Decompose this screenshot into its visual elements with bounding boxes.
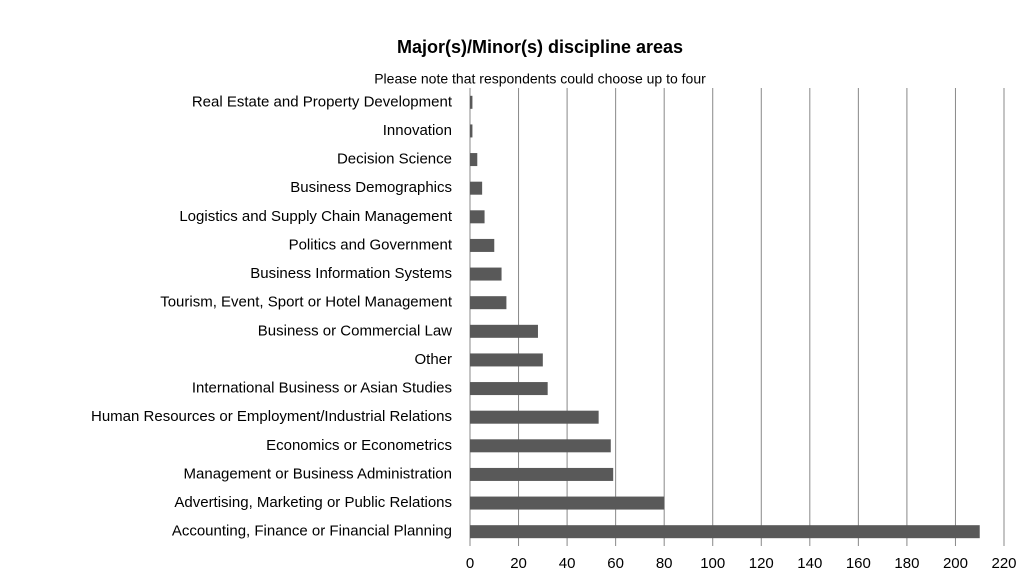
y-tick-label: Accounting, Finance or Financial Plannin… [172, 523, 452, 540]
y-tick-label: Innovation [383, 122, 452, 139]
x-tick-label: 100 [700, 555, 725, 572]
chart-subtitle: Please note that respondents could choos… [374, 71, 706, 87]
x-tick-label: 160 [846, 555, 871, 572]
bar [470, 153, 478, 167]
x-tick-label: 220 [991, 555, 1016, 572]
x-tick-label: 0 [466, 555, 474, 572]
y-tick-label: Logistics and Supply Chain Management [179, 208, 452, 225]
x-tick-label: 140 [797, 555, 822, 572]
y-tick-label: Human Resources or Employment/Industrial… [91, 408, 452, 425]
chart-title: Major(s)/Minor(s) discipline areas [397, 37, 683, 57]
bar [470, 525, 980, 539]
bar [470, 353, 543, 367]
y-tick-label: Business Information Systems [250, 265, 452, 282]
bar [470, 296, 507, 310]
bar [470, 181, 483, 195]
y-tick-label: Decision Science [337, 151, 452, 168]
bar [470, 210, 485, 224]
bar [470, 496, 665, 510]
bar [470, 238, 495, 252]
bar [470, 124, 473, 138]
bar [470, 267, 502, 281]
y-tick-label: Politics and Government [289, 236, 453, 253]
y-tick-label: International Business or Asian Studies [192, 380, 452, 397]
x-tick-label: 60 [607, 555, 624, 572]
bar [470, 439, 611, 453]
bar [470, 95, 473, 109]
x-tick-label: 40 [559, 555, 576, 572]
y-tick-label: Economics or Econometrics [266, 437, 452, 454]
y-tick-label: Other [414, 351, 452, 368]
y-tick-label: Business Demographics [290, 179, 452, 196]
bar [470, 382, 548, 396]
y-tick-label: Business or Commercial Law [258, 322, 452, 339]
x-tick-label: 200 [943, 555, 968, 572]
x-tick-label: 120 [749, 555, 774, 572]
y-tick-label: Management or Business Administration [184, 465, 452, 482]
x-tick-label: 180 [894, 555, 919, 572]
bar [470, 467, 614, 481]
x-tick-label: 80 [656, 555, 673, 572]
y-tick-label: Tourism, Event, Sport or Hotel Managemen… [160, 294, 453, 311]
x-tick-label: 20 [510, 555, 527, 572]
y-tick-label: Advertising, Marketing or Public Relatio… [174, 494, 452, 511]
y-tick-label: Real Estate and Property Development [192, 93, 453, 110]
bar [470, 410, 599, 424]
bar [470, 324, 538, 338]
